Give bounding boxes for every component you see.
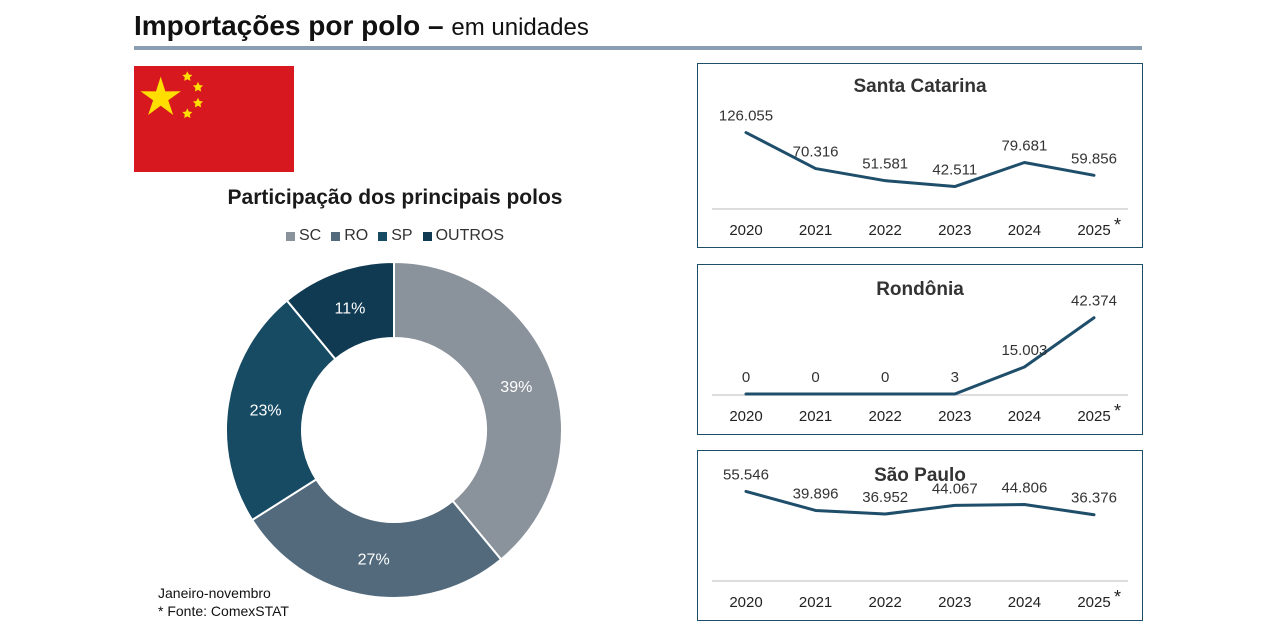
asterisk-sao-paulo: * [1114, 587, 1121, 607]
donut-slice-ro [250, 477, 503, 599]
line-panel-santa-catarina: Santa Catarina 2020 126.055 2021 70.316 2022 5… [697, 63, 1143, 248]
line-chart-rondonia: Rondônia 2020 0 2021 0 2022 0 2023 3 2024 15.003 20… [712, 279, 1128, 425]
donut-chart: 39% 27% 23% 11% [225, 260, 563, 599]
x-tick-sao-paulo-2020: 2020 [729, 594, 762, 611]
x-tick-santa-catarina-2023: 2023 [938, 222, 971, 239]
flag-background [134, 66, 294, 172]
data-label-sao-paulo-2021: 39.896 [793, 485, 839, 502]
legend-swatch-sc [285, 231, 295, 241]
donut-slice-outros [285, 260, 395, 361]
legend-item-outros: OUTROS [422, 227, 505, 245]
donut-label-sc: 39% [500, 379, 532, 396]
x-tick-sao-paulo-2023: 2023 [938, 594, 971, 611]
footnote-source: * Fonte: ComexSTAT [158, 603, 289, 619]
asterisk-rondonia: * [1114, 401, 1121, 421]
donut-label-outros: 11% [335, 301, 366, 318]
x-tick-santa-catarina-2022: 2022 [869, 222, 902, 239]
x-tick-rondonia-2021: 2021 [799, 408, 832, 425]
asterisk-santa-catarina: * [1114, 215, 1121, 235]
data-label-santa-catarina-2024: 79.681 [1001, 138, 1047, 155]
data-label-rondonia-2020: 0 [742, 369, 750, 386]
line-title-santa-catarina: Santa Catarina [853, 76, 986, 97]
x-tick-rondonia-2023: 2023 [938, 408, 971, 425]
donut-legend: SC RO SP OUTROS [180, 227, 610, 245]
line-panel-sao-paulo: São Paulo 2020 55.546 2021 39.896 2022 36.952 2… [697, 450, 1143, 621]
flag-small-star-4 [182, 108, 193, 118]
legend-item-sc: SC [285, 227, 322, 245]
line-chart-sao-paulo: São Paulo 2020 55.546 2021 39.896 2022 36.952 2… [712, 465, 1128, 611]
donut-label-ro: 27% [358, 551, 390, 568]
x-tick-rondonia-2020: 2020 [729, 408, 762, 425]
line-series-santa-catarina [744, 131, 1096, 189]
legend-item-ro: RO [331, 227, 368, 245]
x-tick-sao-paulo-2025: 2025 [1077, 594, 1110, 611]
x-tick-santa-catarina-2020: 2020 [729, 222, 762, 239]
data-label-rondonia-2021: 0 [811, 369, 819, 386]
line-series-rondonia [744, 316, 1096, 396]
data-label-sao-paulo-2022: 36.952 [862, 489, 908, 506]
legend-item-sp: SP [378, 227, 413, 245]
data-label-rondonia-2023: 3 [951, 369, 959, 386]
line-series-sao-paulo [744, 489, 1096, 517]
flag-small-star-1 [182, 71, 193, 81]
line-title-sao-paulo: São Paulo [874, 465, 966, 486]
data-label-rondonia-2022: 0 [881, 369, 889, 386]
line-panel-rondonia: Rondônia 2020 0 2021 0 2022 0 2023 3 2024 15.003 20… [697, 264, 1143, 435]
x-tick-sao-paulo-2022: 2022 [869, 594, 902, 611]
data-label-sao-paulo-2024: 44.806 [1001, 479, 1047, 496]
legend-label-ro: RO [344, 227, 369, 244]
page-title-main: Importações por polo [134, 10, 421, 41]
donut-label-sp: 23% [250, 403, 282, 420]
legend-swatch-sp [378, 231, 388, 241]
data-label-santa-catarina-2022: 51.581 [862, 156, 908, 173]
x-tick-rondonia-2024: 2024 [1008, 408, 1041, 425]
data-label-rondonia-2024: 15.003 [1001, 342, 1047, 359]
footnote-period: Janeiro-novembro [158, 585, 271, 601]
data-label-santa-catarina-2021: 70.316 [793, 144, 839, 161]
flag-small-star-2 [192, 81, 204, 92]
line-chart-santa-catarina: Santa Catarina 2020 126.055 2021 70.316 2022 5… [712, 76, 1128, 239]
legend-label-sp: SP [391, 227, 413, 244]
page-title-separator: – [420, 10, 452, 41]
x-tick-sao-paulo-2024: 2024 [1008, 594, 1041, 611]
x-tick-rondonia-2025: 2025 [1077, 408, 1110, 425]
data-label-sao-paulo-2025: 36.376 [1071, 490, 1117, 507]
x-tick-santa-catarina-2024: 2024 [1008, 222, 1041, 239]
data-label-santa-catarina-2025: 59.856 [1071, 150, 1117, 167]
donut-slice-sp [225, 299, 337, 522]
flag-small-star-3 [192, 97, 204, 108]
legend-label-outros: OUTROS [435, 227, 505, 244]
data-label-sao-paulo-2020: 55.546 [723, 466, 769, 483]
x-tick-rondonia-2022: 2022 [869, 408, 902, 425]
legend-swatch-outros [422, 231, 432, 241]
page-title: Importações por polo – em unidades [134, 10, 589, 42]
page-title-unit: em unidades [451, 14, 589, 41]
legend-label-sc: SC [298, 227, 322, 244]
legend-swatch-ro [331, 231, 341, 241]
x-tick-santa-catarina-2025: 2025 [1077, 222, 1110, 239]
x-tick-santa-catarina-2021: 2021 [799, 222, 832, 239]
china-flag [134, 66, 294, 172]
donut-chart-title: Participação dos principais polos [227, 186, 563, 209]
x-tick-sao-paulo-2021: 2021 [799, 594, 832, 611]
flag-large-star [140, 76, 181, 115]
data-label-sao-paulo-2023: 44.067 [932, 480, 978, 497]
data-label-rondonia-2025: 42.374 [1071, 293, 1117, 310]
data-label-santa-catarina-2023: 42.511 [932, 162, 977, 179]
donut-slice-sc [393, 260, 563, 561]
title-divider [134, 46, 1142, 50]
footnote: Janeiro-novembro * Fonte: ComexSTAT [158, 584, 289, 620]
data-label-santa-catarina-2020: 126.055 [719, 108, 773, 125]
line-title-rondonia: Rondônia [876, 279, 964, 300]
